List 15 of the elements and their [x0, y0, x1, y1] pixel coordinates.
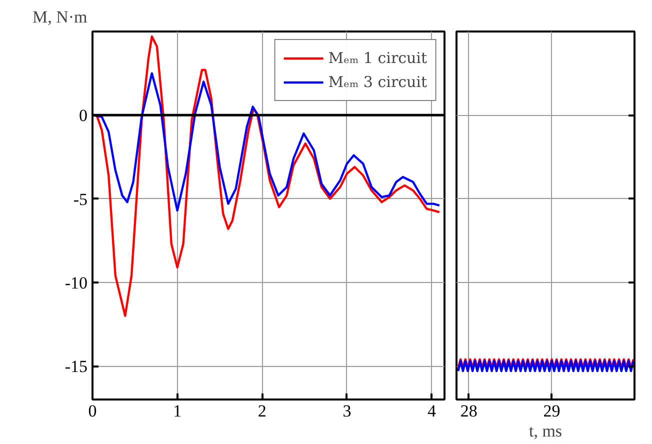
y-axis-title: M, N·m [32, 8, 88, 26]
y-tick-label: -5 [73, 190, 88, 209]
x-tick-label: 29 [543, 402, 560, 420]
x-tick-label: 1 [173, 402, 182, 420]
x-tick-label: 4 [428, 402, 437, 420]
line-series [92, 72, 441, 212]
y-tick-label: 0 [79, 106, 88, 126]
x-tick-label: 3 [342, 402, 352, 420]
y-tick-label: -10 [64, 273, 88, 292]
x-axis-title: t, ms [528, 422, 562, 440]
x-tick-label: 2 [258, 402, 266, 420]
legend-label: Mₑₘ 3 circuit [328, 73, 427, 91]
y-tick-label: -15 [64, 357, 88, 376]
legend-label: Mₑₘ 1 circuit [328, 49, 427, 67]
x-tick-label: 28 [460, 402, 478, 420]
